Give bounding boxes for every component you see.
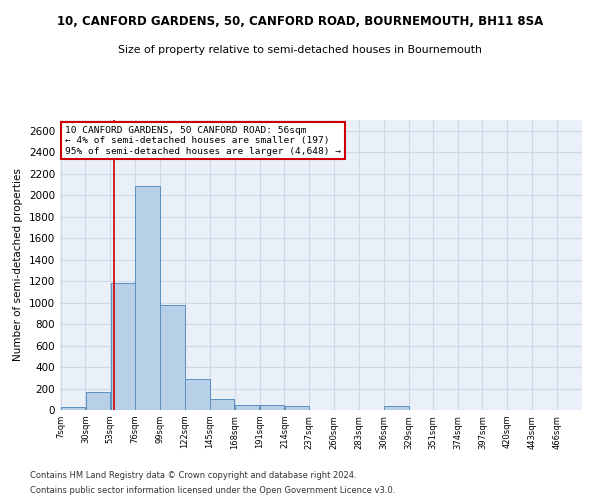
Bar xyxy=(210,400,235,410)
Bar xyxy=(86,392,110,410)
Bar xyxy=(235,404,259,410)
Text: 10 CANFORD GARDENS, 50 CANFORD ROAD: 56sqm
← 4% of semi-detached houses are smal: 10 CANFORD GARDENS, 50 CANFORD ROAD: 56s… xyxy=(65,126,341,156)
Text: Contains public sector information licensed under the Open Government Licence v3: Contains public sector information licen… xyxy=(30,486,395,495)
Text: 10, CANFORD GARDENS, 50, CANFORD ROAD, BOURNEMOUTH, BH11 8SA: 10, CANFORD GARDENS, 50, CANFORD ROAD, B… xyxy=(57,15,543,28)
Bar xyxy=(160,304,185,410)
Bar xyxy=(110,284,135,410)
Y-axis label: Number of semi-detached properties: Number of semi-detached properties xyxy=(13,168,23,362)
Bar xyxy=(384,406,409,410)
Bar xyxy=(185,379,209,410)
Bar xyxy=(260,404,284,410)
Text: Size of property relative to semi-detached houses in Bournemouth: Size of property relative to semi-detach… xyxy=(118,45,482,55)
Bar xyxy=(136,186,160,410)
Bar xyxy=(285,406,309,410)
Bar xyxy=(61,407,85,410)
Text: Contains HM Land Registry data © Crown copyright and database right 2024.: Contains HM Land Registry data © Crown c… xyxy=(30,471,356,480)
